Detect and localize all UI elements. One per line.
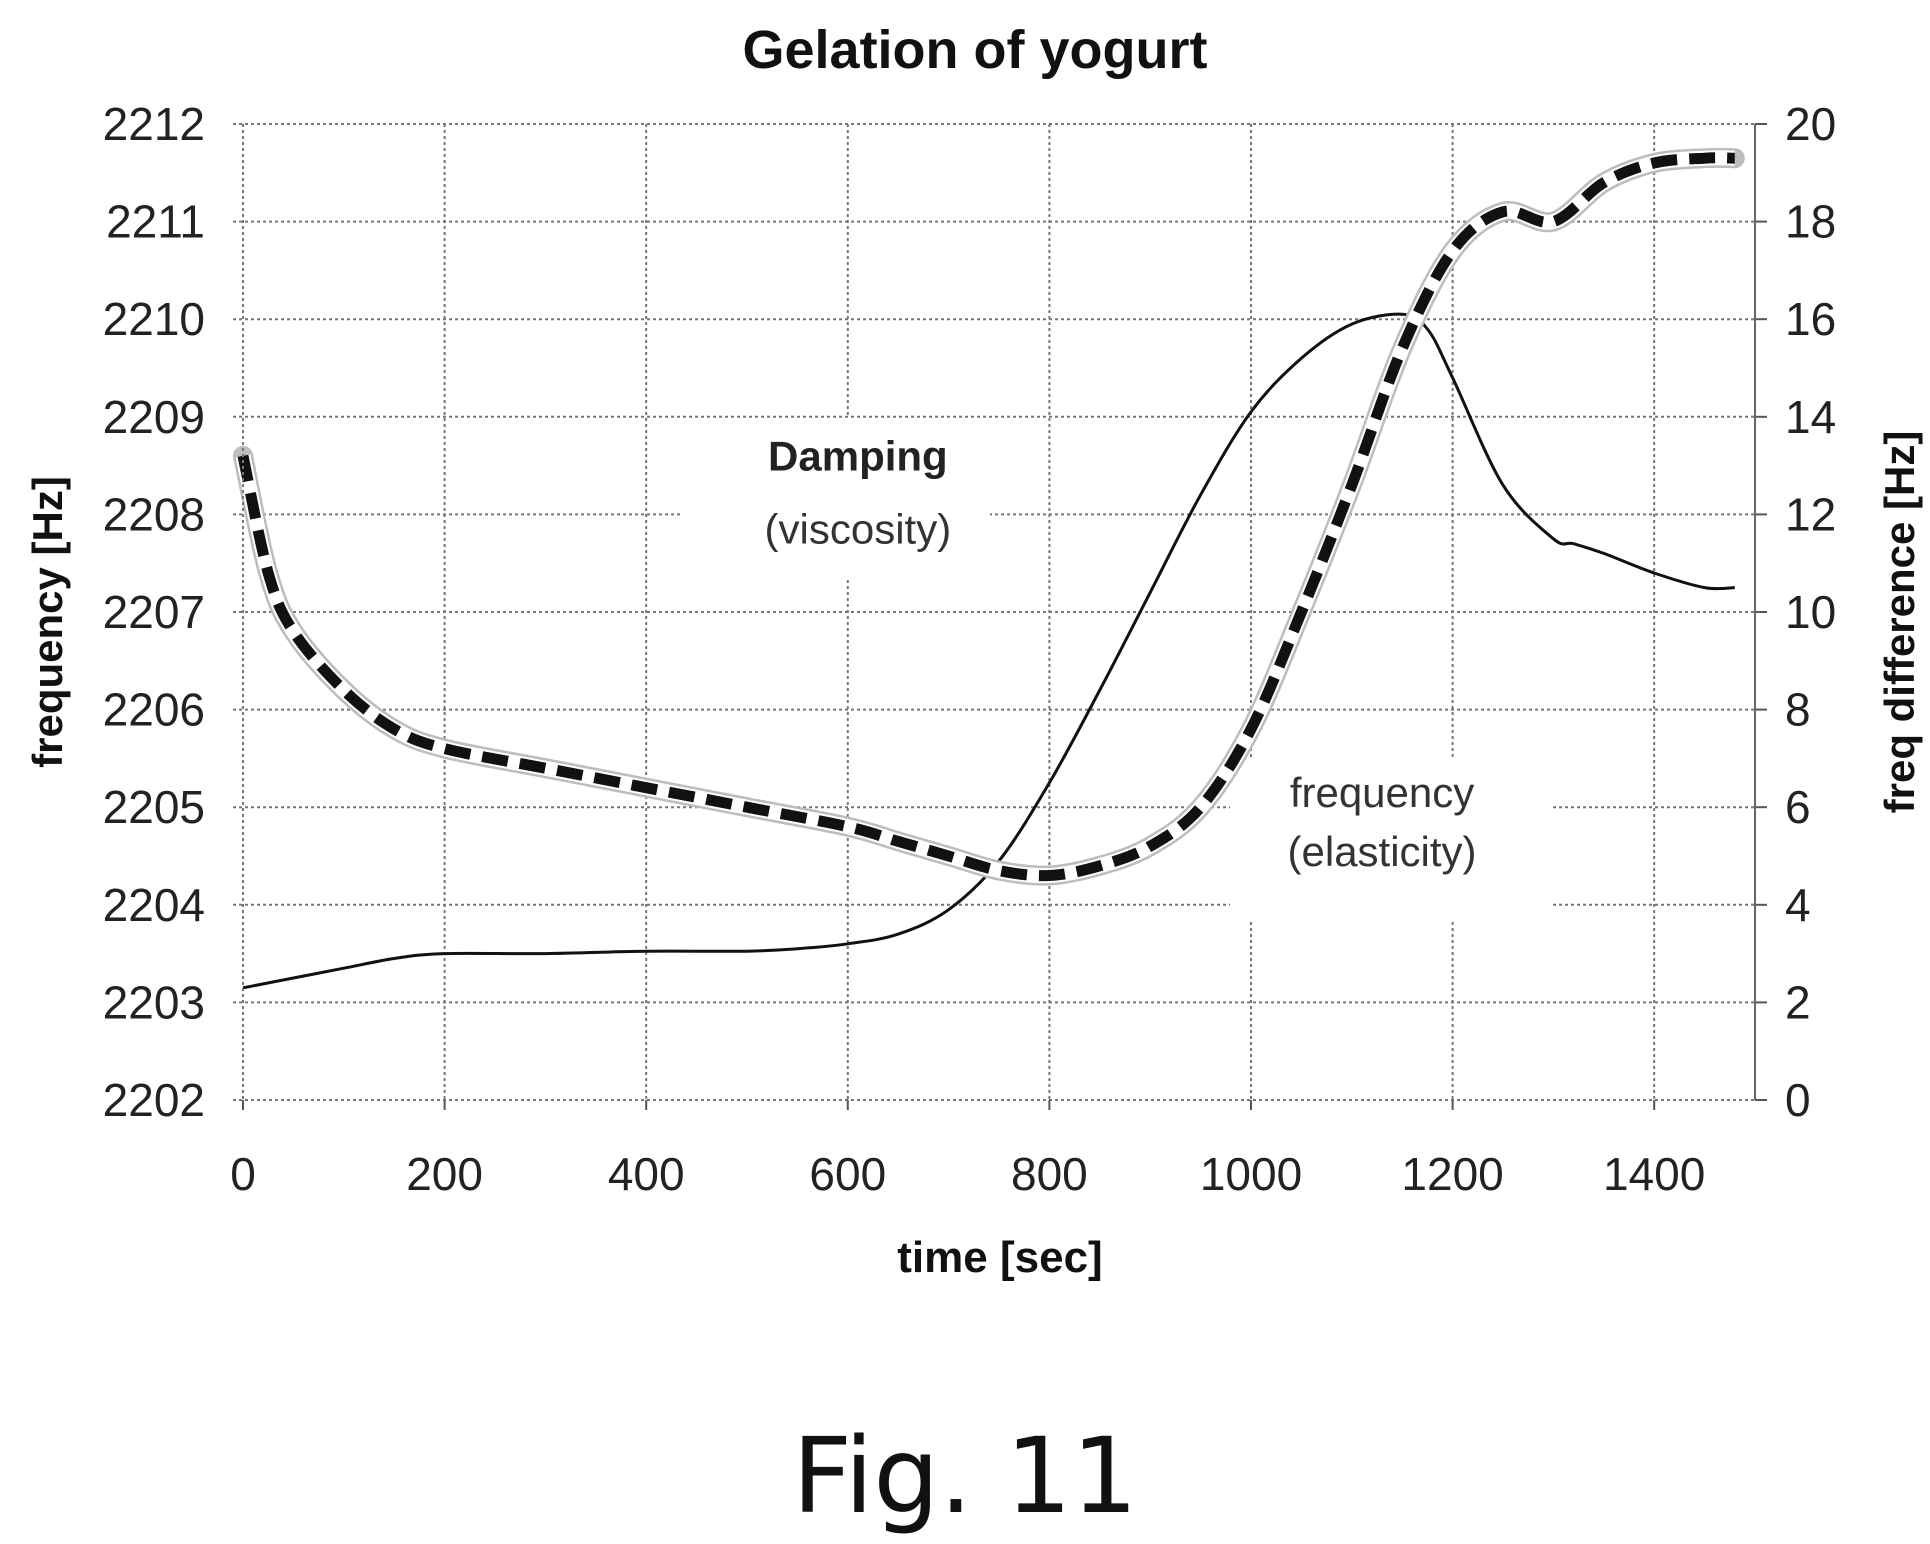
x-tick-label: 1000 xyxy=(1200,1148,1302,1200)
x-tick-label: 0 xyxy=(230,1148,256,1200)
figure-caption: Fig. 11 xyxy=(792,1415,1138,1537)
y-tick-label-right: 10 xyxy=(1785,586,1836,638)
x-tick-label: 1200 xyxy=(1401,1148,1503,1200)
y-tick-label-left: 2204 xyxy=(103,879,205,931)
y-tick-label-right: 8 xyxy=(1785,684,1811,736)
y-tick-label-right: 20 xyxy=(1785,98,1836,150)
grid xyxy=(233,123,1755,1101)
series-group xyxy=(233,147,1745,990)
annotation-backdrop xyxy=(680,418,990,578)
y-tick-label-right: 14 xyxy=(1785,391,1836,443)
y-tick-label-right: 4 xyxy=(1785,879,1811,931)
y-tick-label-right: 2 xyxy=(1785,976,1811,1028)
y-tick-label-left: 2203 xyxy=(103,976,205,1028)
y-tick-label-right: 6 xyxy=(1785,781,1811,833)
axes: 0 200 400 600 800 1000 1200 1400220222032204220… xyxy=(103,98,1837,1200)
annotation-label: frequency xyxy=(1290,769,1474,816)
chart-title: Gelation of yogurt xyxy=(743,20,1208,80)
y-tick-label-right: 12 xyxy=(1785,488,1836,540)
y-tick-label-left: 2205 xyxy=(103,781,205,833)
y-tick-label-right: 0 xyxy=(1785,1074,1811,1126)
annotation-label: Damping xyxy=(768,432,948,479)
y-axis-label-right: freq difference [Hz] xyxy=(1876,431,1923,814)
x-axis-label: time [sec] xyxy=(897,1233,1102,1282)
y-tick-label-left: 2202 xyxy=(103,1074,205,1126)
y-tick-label-left: 2212 xyxy=(103,98,205,150)
x-tick-label: 1400 xyxy=(1603,1148,1705,1200)
series-line-frequency xyxy=(237,152,1735,882)
y-tick-label-left: 2209 xyxy=(103,391,205,443)
x-tick-label: 200 xyxy=(406,1148,483,1200)
x-tick-label: 400 xyxy=(608,1148,685,1200)
series-line-damping xyxy=(242,312,1735,990)
y-tick-label-right: 16 xyxy=(1785,293,1836,345)
y-tick-label-left: 2206 xyxy=(103,684,205,736)
annotation-label: (viscosity) xyxy=(765,506,952,553)
y-tick-label-left: 2208 xyxy=(103,488,205,540)
y-tick-label-left: 2207 xyxy=(103,586,205,638)
annotation-label: (elasticity) xyxy=(1288,828,1477,875)
x-tick-label: 600 xyxy=(809,1148,886,1200)
y-tick-label-left: 2210 xyxy=(103,293,205,345)
y-tick-label-left: 2211 xyxy=(106,196,205,248)
y-tick-label-right: 18 xyxy=(1785,196,1836,248)
y-axis-label-left: frequency [Hz] xyxy=(24,476,71,768)
annotations: Damping (viscosity) frequency (elasticity) xyxy=(765,432,1477,874)
annotation-backdrop xyxy=(1230,760,1550,920)
x-tick-label: 800 xyxy=(1011,1148,1088,1200)
